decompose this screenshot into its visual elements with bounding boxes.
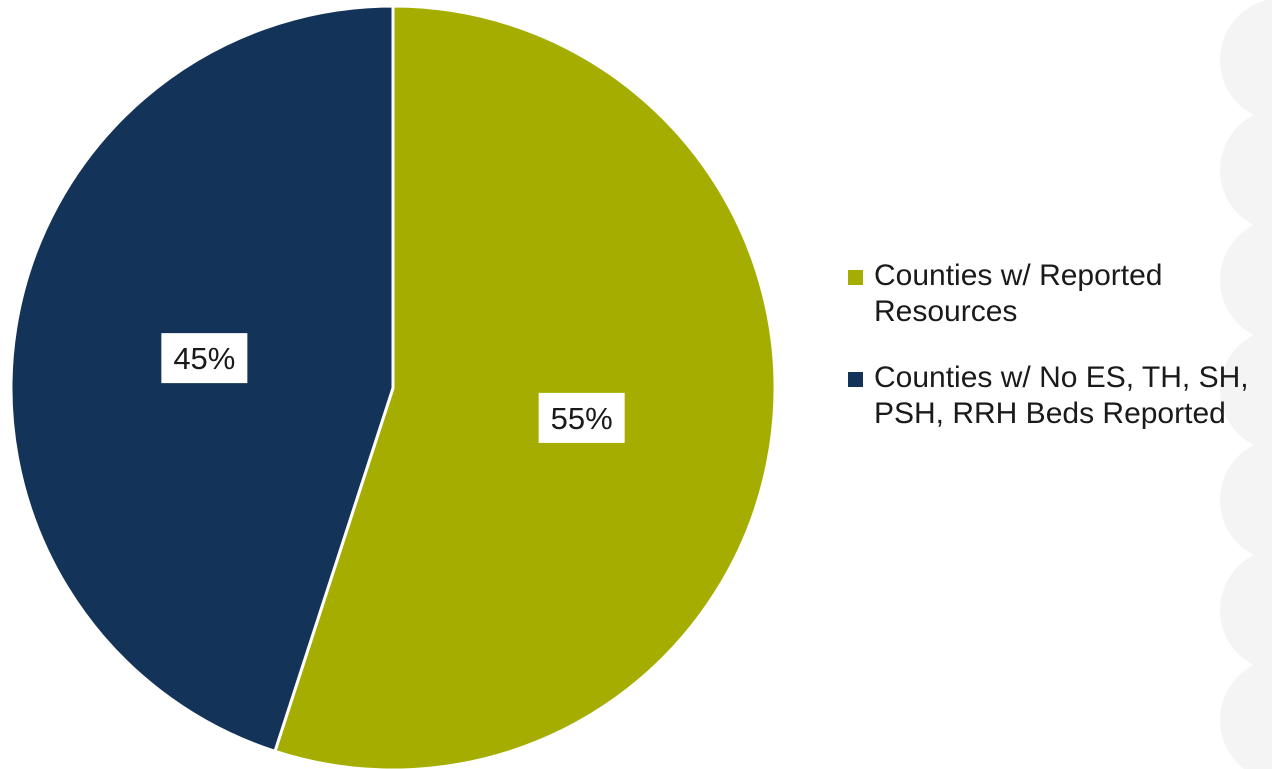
decor-circle-1 [1220, 0, 1272, 122]
decor-circle-3 [1220, 218, 1272, 342]
decor-circle-2 [1220, 108, 1272, 232]
pie-data-label-bg-2 [161, 333, 248, 384]
pie-data-label-bg-1 [538, 392, 625, 443]
legend-label-no-beds-reported: Counties w/ No ES, TH, SH, PSH, RRH Beds… [874, 361, 1249, 430]
legend-swatch-no-beds-reported [848, 372, 863, 387]
pie-chart: 55% 45% [9, 4, 777, 769]
pie-data-label-text-1: 55% [551, 401, 613, 436]
decor-circle-5 [1220, 438, 1272, 562]
pie-data-labels: 55% 45% [161, 333, 625, 443]
pie-data-label-1: 55% [538, 392, 625, 443]
pie-data-label-2: 45% [161, 333, 248, 384]
background-circles [1220, 0, 1272, 769]
legend-label-reported-resources: Counties w/ Reported Resources [874, 259, 1163, 328]
legend-swatch-reported-resources [848, 270, 863, 285]
pie-data-label-text-2: 45% [173, 341, 235, 376]
legend-item-reported-resources: Counties w/ Reported Resources [848, 258, 1268, 330]
pie-slices [9, 4, 777, 769]
legend-item-no-beds-reported: Counties w/ No ES, TH, SH, PSH, RRH Beds… [848, 360, 1268, 432]
decor-circle-4 [1220, 328, 1272, 452]
chart-legend: Counties w/ Reported Resources Counties … [848, 258, 1268, 462]
decor-circle-6 [1220, 548, 1272, 672]
pie-slice-1 [273, 4, 777, 769]
decor-circle-7 [1220, 658, 1272, 769]
